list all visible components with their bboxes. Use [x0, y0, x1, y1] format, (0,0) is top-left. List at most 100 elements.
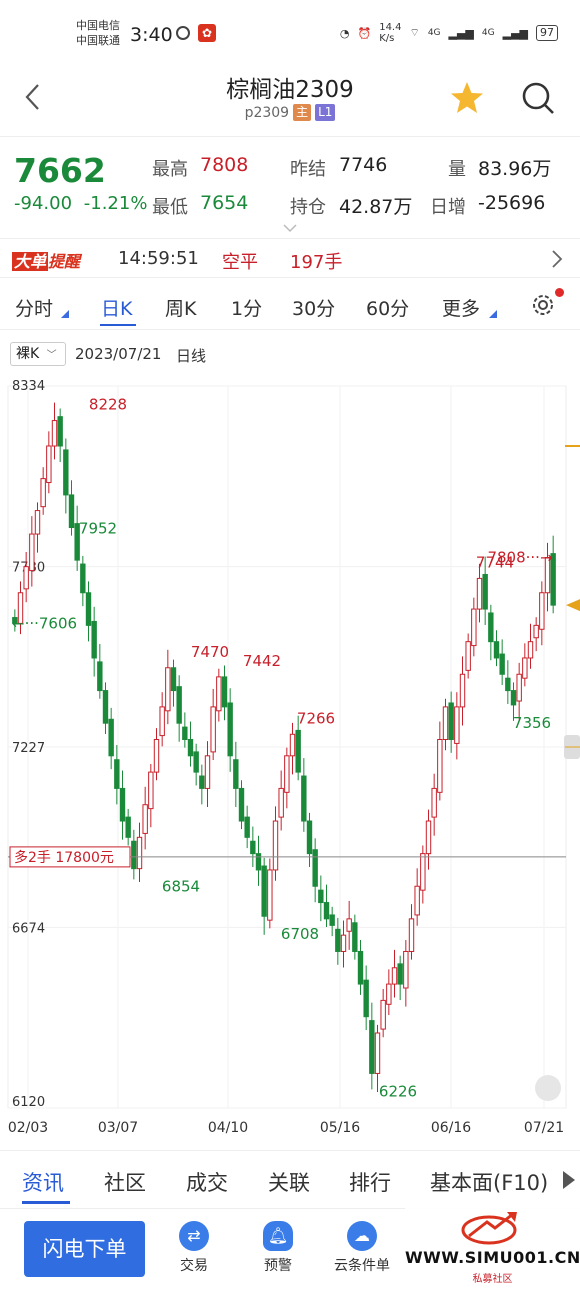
current-price-marker	[566, 599, 580, 612]
tab-daily-k[interactable]: 日K	[101, 298, 133, 320]
kline-chart[interactable]: 8334778072276674612002/0303/0704/1005/16…	[0, 372, 580, 1144]
candle-body	[187, 738, 194, 757]
period-tabs: 分时 日K 周K 1分 30分 60分 更多	[0, 284, 580, 330]
trade-icon: ⇄	[179, 1221, 209, 1251]
candle-body	[431, 787, 437, 818]
candle-body	[295, 729, 301, 773]
candle-body	[278, 787, 284, 818]
candle-body	[165, 667, 171, 712]
candle-body	[12, 617, 18, 624]
alert-amount: 197手	[290, 252, 343, 273]
candle-body	[306, 820, 313, 855]
candle-body	[476, 577, 483, 610]
tab-fundamentals[interactable]: 基本面(F10)	[430, 1171, 549, 1195]
back-icon[interactable]	[22, 82, 44, 112]
alert-action: 空平	[222, 252, 258, 273]
price-annotation: 7744	[476, 553, 514, 571]
chevron-right-icon[interactable]	[550, 249, 564, 269]
x-tick-label: 06/16	[431, 1120, 471, 1136]
candle-body	[374, 1032, 381, 1074]
carrier-info: 中国电信 中国联通	[76, 18, 120, 48]
expand-chevron-icon[interactable]	[282, 223, 298, 233]
watermark-logo-icon	[461, 1212, 517, 1245]
network-speed: 14.4 K/s	[379, 22, 401, 44]
candle-body	[425, 820, 432, 855]
alert-brand-part1: 大单	[12, 252, 49, 271]
candle-body	[267, 869, 273, 921]
big-order-alert[interactable]: 大单 提醒 14:59:51 空平 197手	[0, 238, 580, 278]
candle-body	[301, 775, 307, 822]
high-label: 最高	[152, 159, 188, 180]
fullscreen-icon	[535, 1075, 561, 1101]
tab-30min[interactable]: 30分	[292, 298, 336, 320]
candle-body	[346, 918, 352, 932]
kline-type-select[interactable]: 裸K ﹀	[10, 342, 66, 366]
candle-body	[544, 557, 551, 594]
candle-body	[442, 706, 449, 740]
search-icon[interactable]	[520, 80, 556, 116]
cloud-order-button[interactable]: ☁ 云条件单	[330, 1221, 394, 1275]
prev-settle-value: 7746	[339, 154, 388, 176]
info-tabs: 资讯 社区 成交 关联 排行 基本面(F10)	[0, 1150, 580, 1208]
price-annotation: 7356	[513, 714, 551, 732]
candle-body	[471, 608, 477, 647]
favorite-star-icon[interactable]	[449, 80, 485, 116]
price-annotation: 8228	[89, 396, 127, 414]
candle-body	[153, 738, 160, 773]
tab-related[interactable]: 关联	[268, 1171, 310, 1195]
bell-icon: 🔔︎	[263, 1221, 293, 1251]
candle-body	[57, 416, 63, 447]
price-annotation: 7952	[79, 520, 117, 538]
candle-body	[465, 641, 471, 671]
kline-type-label: 裸K	[16, 346, 40, 362]
candle-body	[40, 478, 46, 508]
signal-2-icon: ▂▄▆	[502, 26, 528, 40]
notification-dot	[555, 288, 564, 297]
alert-button[interactable]: 🔔︎ 预警	[246, 1221, 310, 1275]
tab-more[interactable]: 更多	[442, 298, 481, 320]
alert-label: 预警	[264, 1258, 292, 1274]
timer-icon	[176, 26, 190, 40]
candle-body	[68, 494, 75, 529]
candle-body	[46, 445, 52, 484]
tab-ranking[interactable]: 排行	[349, 1171, 391, 1195]
candle-body	[505, 677, 511, 692]
trade-button[interactable]: ⇄ 交易	[162, 1221, 226, 1275]
tab-news[interactable]: 资讯	[22, 1171, 64, 1195]
tab-community[interactable]: 社区	[104, 1171, 146, 1195]
candle-body	[363, 979, 369, 1018]
site-watermark: WWW.SIMU001.CN 私募社区	[405, 1208, 580, 1289]
y-tick-label: 7227	[12, 741, 45, 756]
position-label-box	[9, 846, 131, 868]
status-time: 3:40	[130, 24, 173, 46]
candle-body	[51, 420, 58, 447]
carrier-2: 中国联通	[76, 34, 120, 47]
price-annotation: 6226	[379, 1082, 417, 1100]
signal-1-label: 4G	[427, 28, 441, 38]
alert-brand: 大单 提醒	[12, 248, 80, 272]
x-tick-label: 05/16	[320, 1120, 360, 1136]
candle-body	[233, 759, 239, 789]
candle-body	[238, 787, 245, 822]
candle-body	[522, 657, 528, 679]
alert-brand-part2: 提醒	[48, 252, 81, 271]
candle-body	[335, 928, 341, 952]
candle-body	[391, 967, 398, 985]
tab-trades[interactable]: 成交	[186, 1171, 228, 1195]
low-label: 最低	[152, 197, 188, 218]
candle-body	[272, 820, 279, 871]
open-interest-value: 42.87万	[339, 196, 413, 218]
flash-order-button[interactable]: 闪电下单	[24, 1221, 145, 1277]
scroll-right-icon[interactable]	[563, 1171, 575, 1189]
candle-body	[97, 661, 103, 692]
main-contract-tag: 主	[293, 104, 312, 121]
tab-intraday[interactable]: 分时	[15, 298, 54, 320]
settings-gear-icon[interactable]	[530, 292, 556, 318]
tab-60min[interactable]: 60分	[366, 298, 410, 320]
tab-1min[interactable]: 1分	[231, 298, 263, 320]
quote-panel: 7662 -94.00 -1.21% 最高 7808 最低 7654 昨结 77…	[0, 136, 580, 238]
x-tick-label: 07/21	[524, 1120, 564, 1136]
contract-code: p2309	[244, 104, 290, 121]
tab-weekly-k[interactable]: 周K	[165, 298, 197, 320]
candle-body	[340, 934, 347, 952]
